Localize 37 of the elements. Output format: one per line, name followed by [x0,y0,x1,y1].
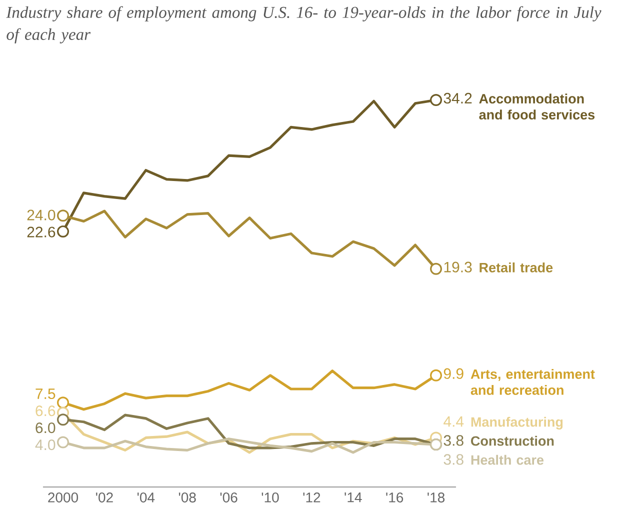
text: Health care [471,454,544,465]
x-tick-label: '04 [137,492,155,502]
point [430,94,442,106]
point [430,262,442,275]
data-label: 4.4 [444,416,464,427]
point [57,414,70,426]
data-label: 9.9 [444,368,464,379]
point [57,210,70,222]
data-label: 6.6 [36,405,56,416]
data-label: 34.2 [444,92,472,104]
x-tick-label: '18 [428,492,445,502]
point [430,369,442,382]
x-tick-label: '12 [303,492,320,502]
x-tick-label: '02 [96,492,113,502]
data-label: 6.0 [36,422,56,434]
text: Accommodation and food services [479,94,595,120]
data-label: 7.5 [36,388,56,400]
data-label: 24.0 [27,210,56,220]
point [57,396,70,409]
text: Retail trade [480,262,553,272]
data-label: 22.6 [27,226,56,238]
data-label: 3.8 [444,454,464,465]
data-label: 3.8 [444,435,464,446]
text: Construction [471,436,554,446]
data-label: 4.0 [35,439,56,450]
text: Manufacturing [471,416,563,430]
x-tick-label: '08 [178,492,196,502]
x-tick-label: '16 [386,492,404,502]
chart-title: Industry share of employment among U.S. 16- to 19-year-olds in the labor force in July of each year [6,6,602,44]
x-tick-label: '14 [344,492,362,502]
x-tick-label: '10 [262,492,279,502]
x-tick-label: '06 [220,492,238,502]
data-label: 19.3 [444,262,472,272]
point [57,436,70,448]
x-tick-label: 2000 [48,492,78,502]
text: Arts, entertainment and recreation [470,369,595,395]
point [57,225,70,238]
